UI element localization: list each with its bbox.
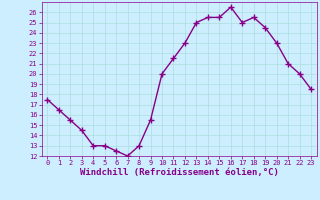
X-axis label: Windchill (Refroidissement éolien,°C): Windchill (Refroidissement éolien,°C) <box>80 168 279 177</box>
